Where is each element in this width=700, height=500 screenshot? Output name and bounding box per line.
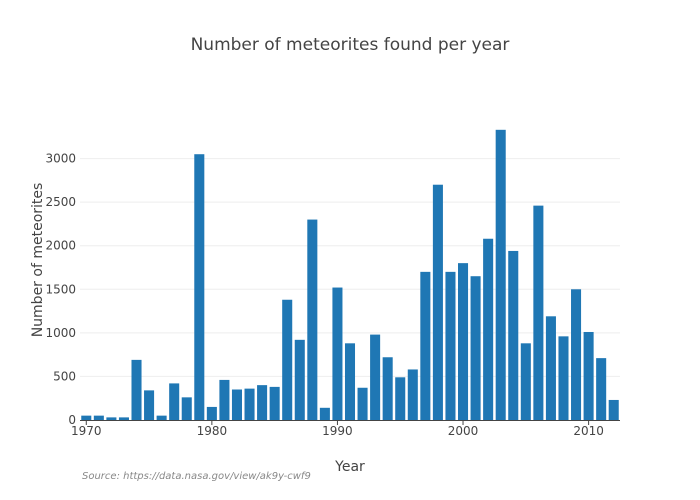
y-tick-label: 500 [53,369,76,383]
bar [156,415,167,420]
x-tick-label: 1980 [197,424,228,438]
y-tick-label: 2500 [45,195,76,209]
bar [144,390,155,420]
bar [319,407,330,420]
bars [81,129,619,421]
bar [458,263,469,420]
bar [294,339,305,420]
y-tick-label: 3000 [45,152,76,166]
bar [81,415,92,420]
source-note: Source: https://data.nasa.gov/view/ak9y-… [82,471,311,482]
bar [131,359,142,420]
bar [596,358,607,420]
bar [206,406,217,420]
y-axis-ticks: 0 500 1000 1500 2000 2500 3000 [45,152,76,427]
bar [382,357,393,420]
bar [370,334,381,420]
bar [332,287,343,420]
x-tick-label: 2000 [448,424,479,438]
bar [445,271,456,420]
bar [395,377,406,420]
y-tick-label: 1000 [45,326,76,340]
bar [608,399,619,420]
bar [583,331,594,420]
bar [520,343,531,420]
y-tick-label: 1500 [45,282,76,296]
bar [420,271,431,420]
bar [106,417,117,420]
bar [432,184,443,420]
bar [307,219,318,420]
y-tick-label: 0 [68,413,76,427]
bar [169,383,180,420]
bar [357,387,368,420]
x-tick-label: 1970 [71,424,102,438]
x-tick-label: 1990 [322,424,353,438]
bar [495,129,506,421]
bar [545,316,556,420]
y-tick-label: 2000 [45,239,76,253]
bar [219,379,230,420]
bar [483,238,494,420]
x-tick-label: 2010 [573,424,604,438]
bar [558,336,569,420]
bar [282,299,293,420]
bar [269,386,280,420]
bar [118,417,129,420]
bar [470,276,481,420]
chart-title: Number of meteorites found per year [191,35,510,55]
y-axis-title: Number of meteorites [30,183,46,338]
bar [244,388,255,420]
bar [93,415,104,420]
bar [571,289,582,420]
bar [407,369,418,420]
bar [533,205,544,420]
bar [231,389,242,420]
x-axis-ticks: 1970 1980 1990 2000 2010 [71,420,604,438]
bar [181,397,192,420]
bar [257,385,268,420]
bar [508,250,519,420]
bar [194,154,205,420]
x-axis-title: Year [334,459,365,475]
bar [344,343,356,420]
